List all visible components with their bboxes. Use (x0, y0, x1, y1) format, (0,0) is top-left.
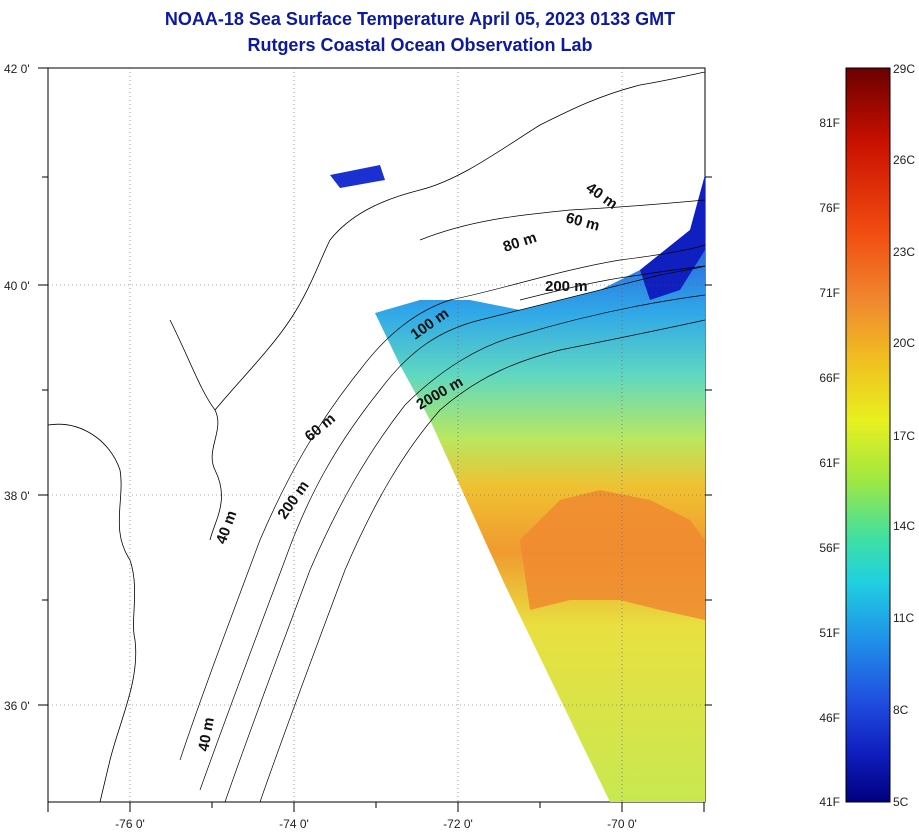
colorbar-label-f: 41F (819, 795, 840, 809)
colorbar-label-f: 71F (819, 286, 840, 300)
lat-tick-label: 42 0' (4, 62, 30, 76)
coastline-delmarva (169, 319, 222, 541)
colorbar-label-c: 23C (893, 245, 915, 259)
colorbar-fahrenheit-labels: 81F 76F 71F 66F 61F 56F 51F 46F 41F (819, 116, 840, 809)
sst-swath (375, 175, 705, 802)
colorbar-label-c: 17C (893, 429, 915, 443)
lon-tick-label: -76 0' (115, 817, 145, 831)
map-title: NOAA-18 Sea Surface Temperature April 05… (164, 9, 676, 29)
lat-tick-label: 36 0' (4, 699, 30, 713)
colorbar-label-f: 66F (819, 371, 840, 385)
graticule (48, 68, 705, 802)
colorbar-label-f: 81F (819, 116, 840, 130)
contour-80m (419, 199, 705, 241)
colorbar-label-c: 5C (893, 795, 909, 809)
contour-40m (179, 244, 705, 761)
axis-ticks (38, 67, 712, 812)
colorbar-label-c: 11C (893, 611, 914, 625)
colorbar-celsius-labels: 29C 26C 23C 20C 17C 14C 11C 8C 5C (893, 62, 915, 809)
contour-60m (199, 265, 705, 791)
contour-2000m (259, 319, 705, 802)
lat-tick-label: 40 0' (4, 279, 30, 293)
colorbar-label-f: 56F (819, 541, 840, 555)
contour-label: 200 m (545, 278, 588, 295)
lon-tick-label: -70 0' (607, 817, 637, 831)
colorbar-label-f: 46F (819, 711, 840, 725)
lon-tick-label: -74 0' (279, 817, 309, 831)
colorbar-label-f: 76F (819, 201, 840, 215)
lon-tick-label: -72 0' (443, 817, 473, 831)
cold-shelf-water (640, 175, 705, 300)
map-subtitle: Rutgers Coastal Ocean Observation Lab (247, 35, 593, 55)
contour-label: 40 m (195, 716, 218, 753)
contour-200m-north (519, 265, 705, 301)
warm-eddy (520, 490, 705, 620)
lat-tick-label: 38 0' (4, 489, 30, 503)
colorbar-label-f: 61F (819, 456, 840, 470)
cold-patch-north (330, 165, 385, 188)
colorbar-label-f: 51F (819, 626, 840, 640)
contour-200m (224, 294, 705, 802)
colorbar-label-c: 29C (893, 62, 915, 76)
colorbar-label-c: 8C (893, 703, 909, 717)
colorbar-label-c: 26C (893, 153, 915, 167)
colorbar-label-c: 14C (893, 519, 915, 533)
colorbar (845, 67, 891, 803)
colorbar-label-c: 20C (893, 336, 915, 350)
coastline-northeast (214, 71, 705, 411)
